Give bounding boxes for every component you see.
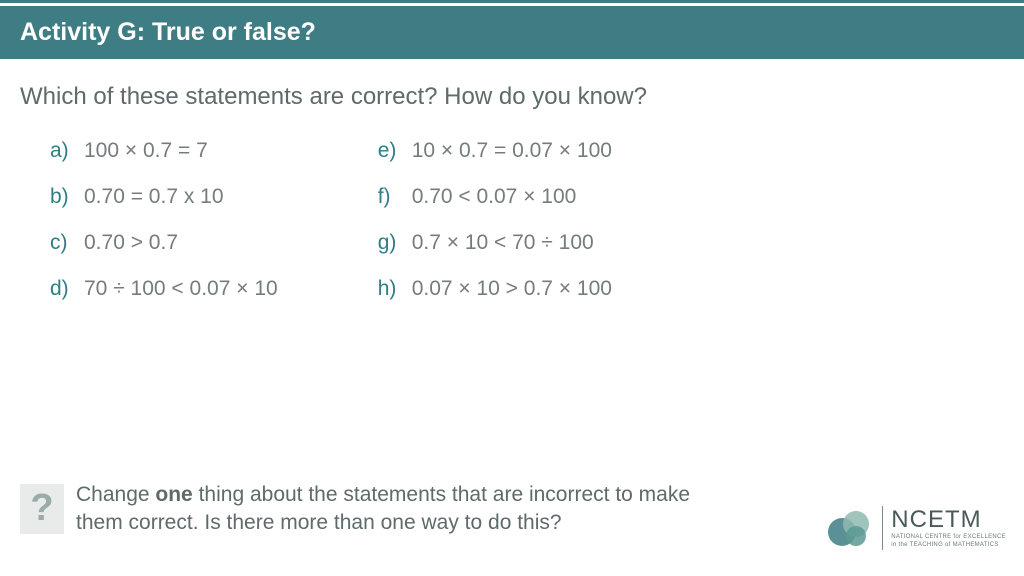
question-text: Which of these statements are correct? H… xyxy=(0,59,1024,121)
item-letter: c) xyxy=(50,231,84,255)
question-mark-icon: ? xyxy=(20,484,64,534)
item-text: 10 × 0.7 = 0.07 × 100 xyxy=(412,139,612,163)
item-text: 0.70 = 0.7 x 10 xyxy=(84,185,224,209)
list-item: h)0.07 × 10 > 0.7 × 100 xyxy=(378,277,612,301)
logo-subtitle-1: NATIONAL CENTRE for EXCELLENCE xyxy=(891,534,1006,540)
ncetm-logo: NCETM NATIONAL CENTRE for EXCELLENCE in … xyxy=(826,506,1006,550)
list-item: a)100 × 0.7 = 7 xyxy=(50,139,278,163)
item-text: 100 × 0.7 = 7 xyxy=(84,139,208,163)
list-item: d)70 ÷ 100 < 0.07 × 10 xyxy=(50,277,278,301)
logo-subtitle-2: in the TEACHING of MATHEMATICS xyxy=(891,542,1006,548)
logo-acronym: NCETM xyxy=(891,508,1006,532)
list-item: c)0.70 > 0.7 xyxy=(50,231,278,255)
logo-text-block: NCETM NATIONAL CENTRE for EXCELLENCE in … xyxy=(891,508,1006,548)
left-column: a)100 × 0.7 = 7 b)0.70 = 0.7 x 10 c)0.70… xyxy=(50,139,278,301)
item-letter: h) xyxy=(378,277,412,301)
item-letter: e) xyxy=(378,139,412,163)
item-letter: d) xyxy=(50,277,84,301)
item-text: 0.70 < 0.07 × 100 xyxy=(412,185,577,209)
statements-columns: a)100 × 0.7 = 7 b)0.70 = 0.7 x 10 c)0.70… xyxy=(0,121,1024,301)
item-letter: a) xyxy=(50,139,84,163)
item-letter: g) xyxy=(378,231,412,255)
prompt-bold: one xyxy=(155,483,192,506)
item-letter: b) xyxy=(50,185,84,209)
logo-divider xyxy=(882,506,883,550)
item-text: 0.70 > 0.7 xyxy=(84,231,178,255)
item-text: 0.7 × 10 < 70 ÷ 100 xyxy=(412,231,594,255)
right-column: e)10 × 0.7 = 0.07 × 100 f)0.70 < 0.07 × … xyxy=(378,139,612,301)
list-item: f)0.70 < 0.07 × 100 xyxy=(378,185,612,209)
item-letter: f) xyxy=(378,185,412,209)
activity-title: Activity G: True or false? xyxy=(20,18,316,46)
followup-prompt: Change one thing about the statements th… xyxy=(76,481,716,536)
list-item: b)0.70 = 0.7 x 10 xyxy=(50,185,278,209)
list-item: e)10 × 0.7 = 0.07 × 100 xyxy=(378,139,612,163)
list-item: g)0.7 × 10 < 70 ÷ 100 xyxy=(378,231,612,255)
activity-header: Activity G: True or false? xyxy=(0,3,1024,59)
prompt-pre: Change xyxy=(76,483,155,506)
logo-circles-icon xyxy=(826,506,874,550)
item-text: 0.07 × 10 > 0.7 × 100 xyxy=(412,277,612,301)
item-text: 70 ÷ 100 < 0.07 × 10 xyxy=(84,277,278,301)
